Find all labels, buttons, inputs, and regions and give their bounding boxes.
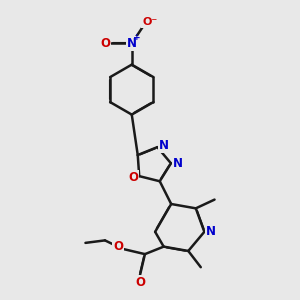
- Text: +: +: [134, 33, 141, 42]
- Text: N: N: [159, 140, 170, 152]
- Text: N: N: [173, 157, 183, 170]
- Text: O: O: [100, 37, 110, 50]
- Text: O: O: [113, 240, 123, 253]
- Text: O: O: [128, 171, 138, 184]
- Text: O⁻: O⁻: [142, 17, 158, 27]
- Text: N: N: [206, 225, 216, 238]
- Text: O: O: [135, 276, 145, 290]
- Text: N: N: [127, 37, 137, 50]
